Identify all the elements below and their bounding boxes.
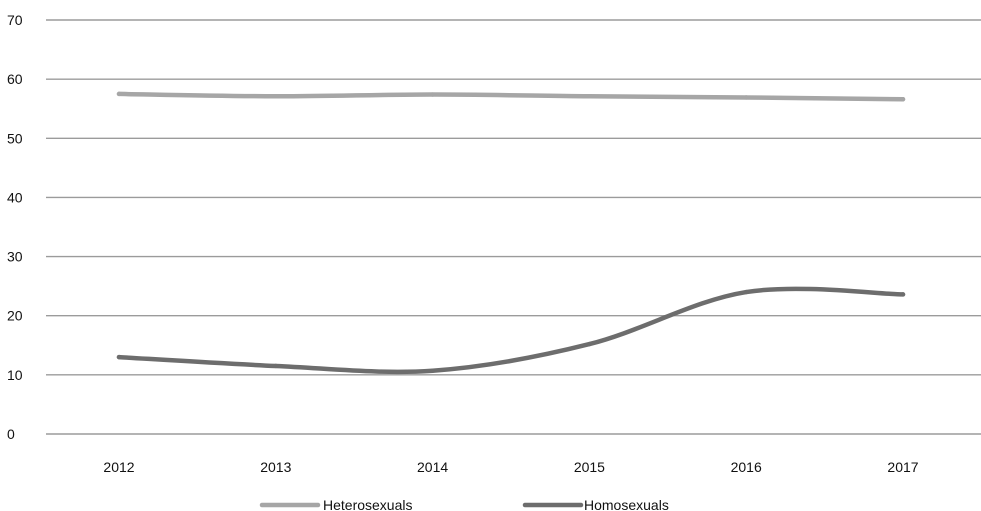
data-point-heterosexuals-2014 — [430, 92, 435, 97]
data-point-homosexuals-2014 — [430, 368, 435, 373]
data-point-homosexuals-2012 — [116, 354, 122, 360]
y-tick-label-20: 20 — [7, 308, 23, 324]
x-tick-label-2013: 2013 — [260, 459, 291, 475]
data-point-heterosexuals-2017 — [900, 97, 906, 102]
data-point-heterosexuals-2016 — [744, 95, 749, 100]
y-tick-label-70: 70 — [7, 12, 23, 28]
legend-label-homosexuals: Homosexuals — [584, 497, 669, 511]
data-point-heterosexuals-2013 — [273, 94, 278, 99]
y-axis-ticks: 0 10 20 30 40 50 60 70 — [7, 12, 23, 442]
x-tick-label-2012: 2012 — [103, 459, 134, 475]
x-tick-label-2016: 2016 — [731, 459, 762, 475]
series-lines — [116, 91, 906, 375]
series-homosexuals — [116, 286, 906, 375]
data-point-heterosexuals-2015 — [587, 94, 592, 99]
y-tick-label-50: 50 — [7, 130, 23, 146]
y-tick-label-60: 60 — [7, 71, 23, 87]
series-line-homosexuals — [116, 286, 906, 375]
y-tick-label-30: 30 — [7, 249, 23, 265]
y-tick-label-40: 40 — [7, 189, 23, 205]
y-tick-label-0: 0 — [7, 426, 15, 442]
data-point-homosexuals-2013 — [273, 363, 278, 369]
y-tick-label-10: 10 — [7, 367, 23, 383]
data-point-homosexuals-2015 — [587, 341, 592, 347]
gridlines — [46, 19, 981, 435]
series-heterosexuals — [116, 91, 906, 102]
data-point-heterosexuals-2012 — [116, 91, 122, 97]
x-tick-label-2017: 2017 — [887, 459, 918, 475]
data-point-homosexuals-2017 — [900, 292, 906, 297]
series-line-heterosexuals — [116, 91, 906, 102]
data-point-homosexuals-2016 — [744, 289, 749, 295]
legend: Heterosexuals Homosexuals — [259, 497, 669, 511]
x-tick-label-2014: 2014 — [417, 459, 448, 475]
x-axis-ticks: 2012 2013 2014 2015 2016 2017 — [103, 459, 918, 475]
x-tick-label-2015: 2015 — [574, 459, 605, 475]
legend-label-heterosexuals: Heterosexuals — [323, 497, 413, 511]
